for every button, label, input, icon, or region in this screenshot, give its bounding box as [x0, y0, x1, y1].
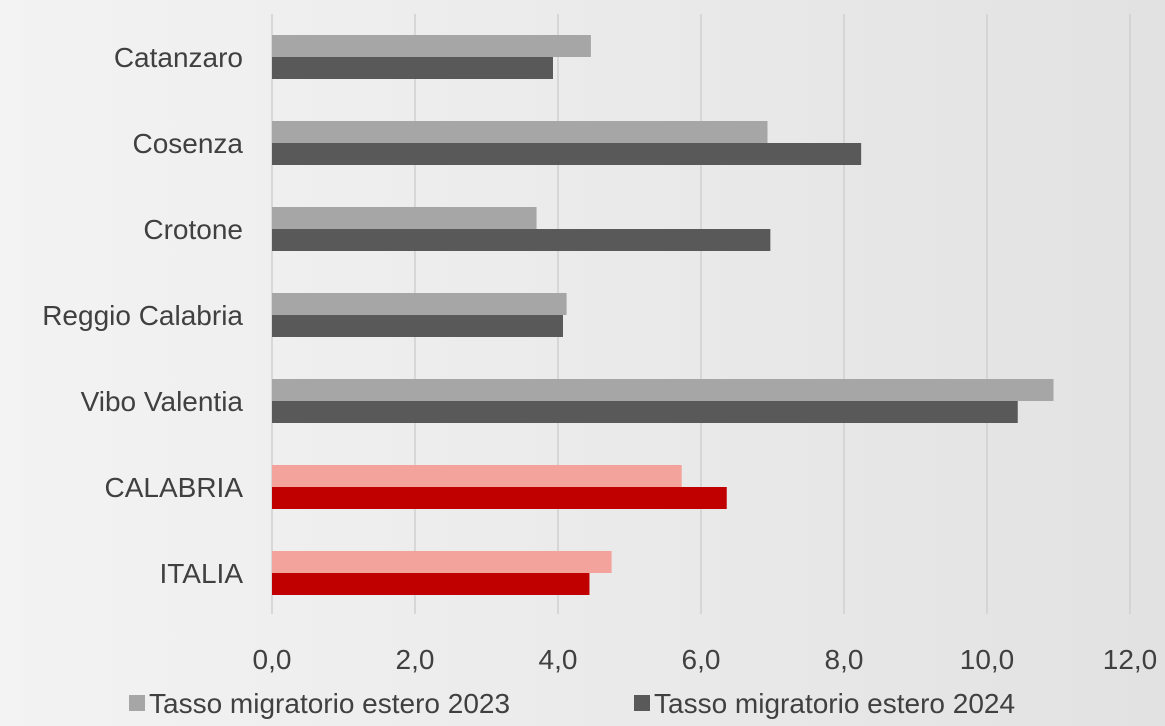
- bar-2024-reggio-calabria: [272, 315, 564, 337]
- category-label: Vibo Valentia: [81, 386, 244, 417]
- legend-swatch: [634, 695, 650, 711]
- x-tick-label: 6,0: [682, 644, 721, 675]
- category-label: Crotone: [143, 214, 243, 245]
- bar-2023-calabria: [272, 465, 682, 487]
- x-tick-label: 2,0: [396, 644, 435, 675]
- bar-2023-cosenza: [272, 121, 768, 143]
- category-label: Catanzaro: [114, 42, 243, 73]
- legend: Tasso migratorio estero 2023 Tasso migrat…: [129, 688, 1015, 719]
- bars: [272, 35, 1054, 595]
- category-labels: Catanzaro Cosenza Crotone Reggio Calabria Vi…: [42, 42, 243, 589]
- bar-2024-cosenza: [272, 143, 862, 165]
- bar-2024-crotone: [272, 229, 771, 251]
- x-tick-label: 4,0: [539, 644, 578, 675]
- bar-2023-crotone: [272, 207, 537, 229]
- bar-2024-vibo-valentia: [272, 401, 1018, 423]
- legend-swatch: [129, 695, 145, 711]
- bar-2024-italia: [272, 573, 590, 595]
- bar-2023-catanzaro: [272, 35, 591, 57]
- legend-label: Tasso migratorio estero 2023: [149, 688, 510, 719]
- x-tick-label: 8,0: [825, 644, 864, 675]
- bar-2023-vibo-valentia: [272, 379, 1054, 401]
- bar-2024-catanzaro: [272, 57, 553, 79]
- x-tick-label: 0,0: [253, 644, 292, 675]
- category-label: CALABRIA: [105, 472, 244, 503]
- legend-label: Tasso migratorio estero 2024: [654, 688, 1015, 719]
- x-tick-label: 10,0: [960, 644, 1015, 675]
- category-label: Reggio Calabria: [42, 300, 243, 331]
- bar-2023-italia: [272, 551, 612, 573]
- x-axis-tick-labels: 0,0 2,0 4,0 6,0 8,0 10,0 12,0: [253, 644, 1158, 675]
- bar-2023-reggio-calabria: [272, 293, 567, 315]
- bar-2024-calabria: [272, 487, 727, 509]
- category-label: Cosenza: [132, 128, 243, 159]
- x-tick-label: 12,0: [1103, 644, 1158, 675]
- category-label: ITALIA: [159, 558, 243, 589]
